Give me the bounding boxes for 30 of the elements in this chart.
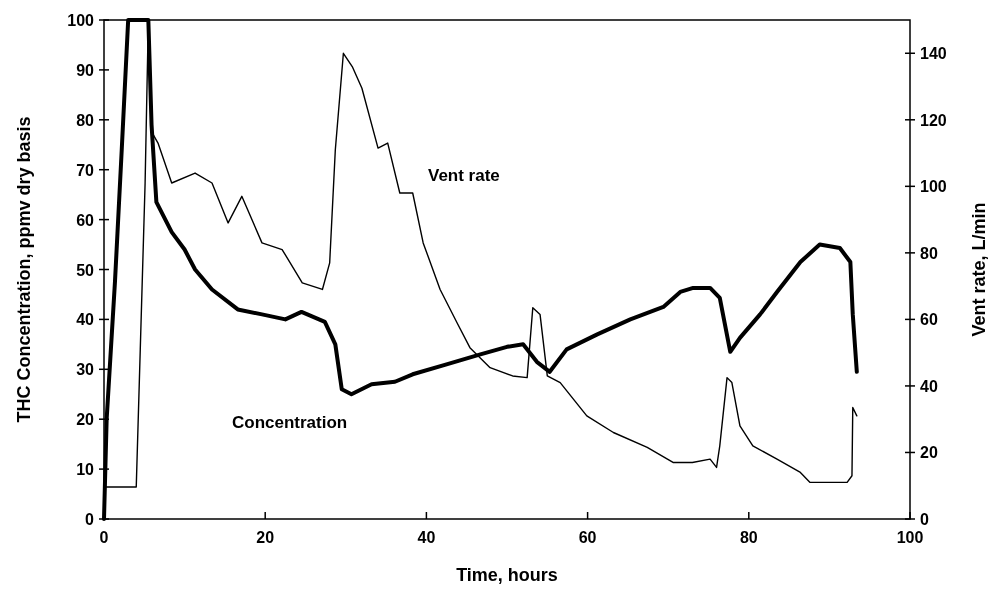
series-label: Vent rate (428, 166, 500, 185)
x-tick-label: 60 (578, 529, 597, 546)
y-tick-label: 0 (85, 511, 95, 528)
y-tick-label: 90 (76, 61, 95, 79)
y-tick-label: 70 (76, 161, 95, 179)
x-axis-title: Time, hours (456, 565, 558, 585)
y2-axis-title: Vent rate, L/min (969, 202, 989, 337)
y-axis-title: THC Concentration, ppmv dry basis (14, 116, 34, 423)
x-tick-label: 20 (256, 529, 275, 546)
y2-tick-label: 40 (920, 377, 938, 395)
y-tick-label: 20 (76, 411, 95, 429)
y-tick-label: 100 (67, 12, 95, 29)
x-tick-label: 80 (739, 529, 758, 546)
y2-tick-label: 140 (920, 45, 947, 63)
y-tick-label: 50 (76, 261, 95, 279)
y2-tick-label: 80 (920, 244, 938, 262)
y-tick-label: 30 (76, 361, 95, 379)
y-tick-label: 40 (76, 311, 95, 329)
y-tick-label: 80 (76, 111, 95, 129)
y-tick-label: 60 (76, 211, 95, 229)
x-tick-label: 100 (896, 529, 924, 546)
y2-tick-label: 20 (920, 444, 938, 462)
y2-tick-label: 120 (920, 111, 947, 129)
x-tick-label: 0 (99, 529, 109, 546)
y2-tick-label: 60 (920, 311, 938, 329)
series-label: Concentration (232, 413, 348, 432)
y2-tick-label: 0 (920, 511, 929, 528)
x-tick-label: 40 (417, 529, 436, 546)
y-tick-label: 10 (76, 461, 95, 479)
y2-tick-label: 100 (920, 178, 947, 196)
